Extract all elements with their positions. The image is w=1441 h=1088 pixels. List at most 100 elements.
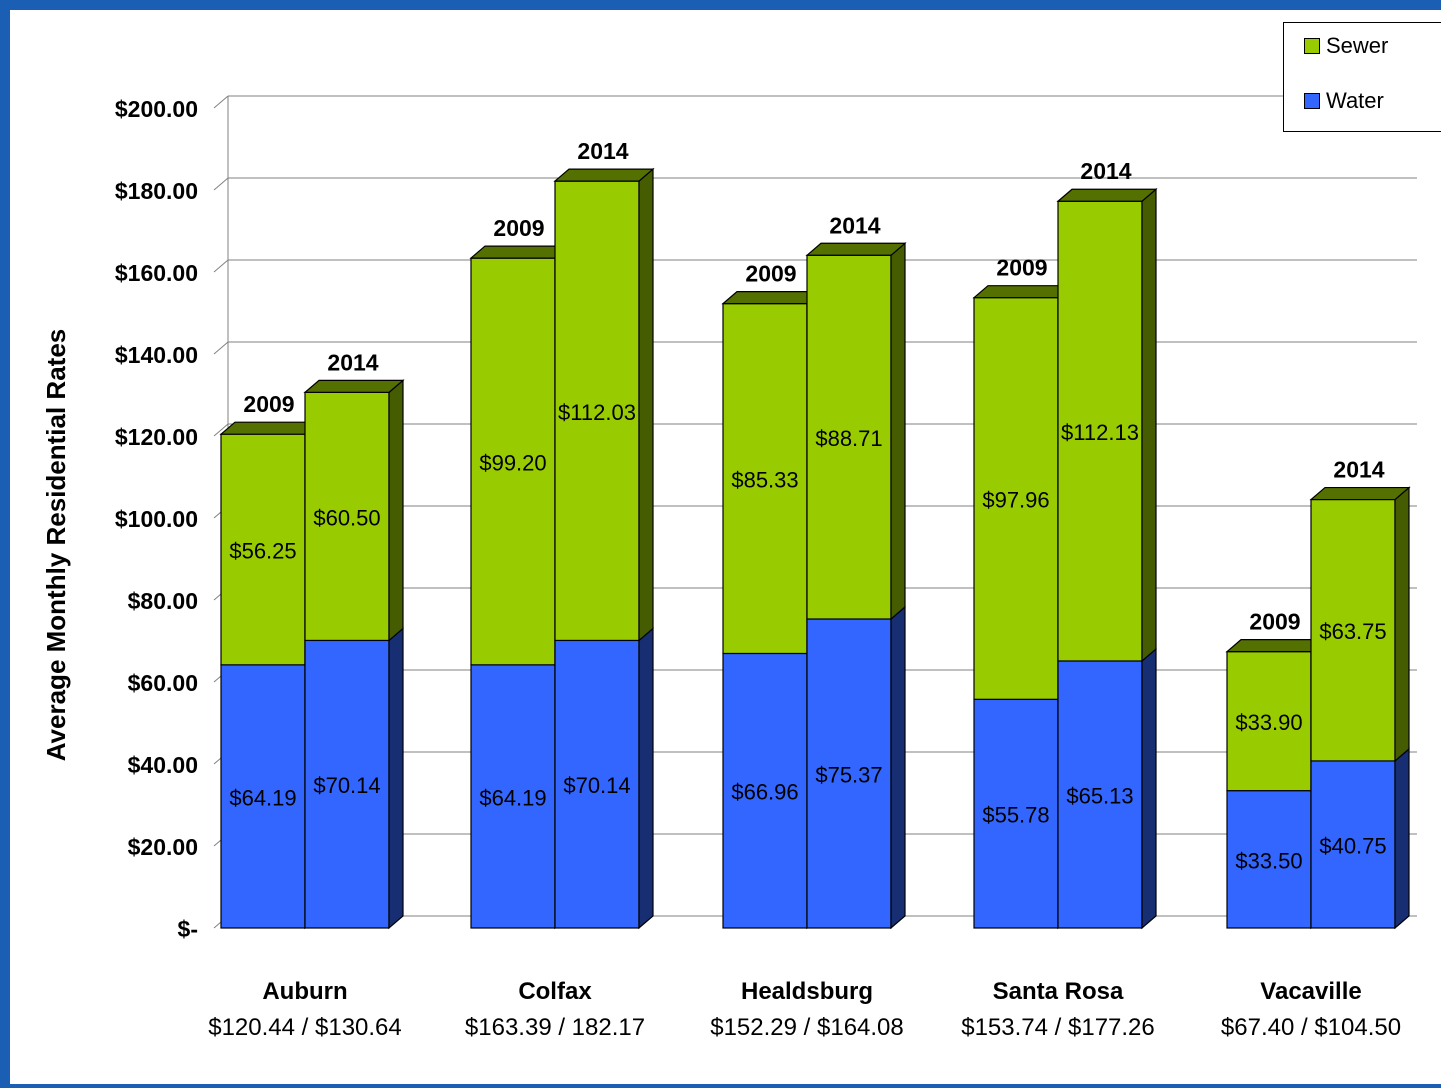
water-segment-side bbox=[638, 627, 654, 930]
sewer-segment bbox=[1057, 187, 1157, 663]
sewer-value-label: $56.25 bbox=[229, 539, 296, 564]
water-segment-side bbox=[388, 627, 404, 930]
sewer-segment-front bbox=[806, 254, 892, 620]
bar-top bbox=[1309, 486, 1411, 501]
bar-top bbox=[469, 245, 571, 259]
gridline-depth bbox=[213, 341, 229, 355]
y-tick-labels: $- $20.00 $40.00 $60.00 $80.00 $100.00 $120.00… bbox=[115, 96, 198, 942]
sewer-value-label: $112.13 bbox=[1061, 420, 1139, 445]
category-totals-label: $163.39 / 182.17 bbox=[465, 1014, 645, 1041]
bar-labels: $64.19 $56.25 2009 $70.14 $60.50 2014 $64.19 $9… bbox=[229, 138, 1386, 873]
bar-top bbox=[972, 285, 1074, 299]
y-tick-label: $100.00 bbox=[115, 506, 198, 532]
legend-item-water: Water bbox=[1304, 88, 1384, 114]
sewer-segment-front bbox=[973, 297, 1059, 700]
sewer-segment-front bbox=[1226, 651, 1312, 792]
sewer-value-label: $97.96 bbox=[982, 487, 1049, 512]
bar-top bbox=[1225, 639, 1327, 653]
gridline-depth bbox=[213, 423, 229, 437]
bar-top bbox=[303, 379, 405, 393]
category-label: Colfax bbox=[518, 978, 592, 1005]
y-tick-label: $120.00 bbox=[115, 424, 198, 450]
category-label: Santa Rosa bbox=[993, 978, 1124, 1005]
year-label: 2014 bbox=[577, 138, 628, 164]
water-value-label: $55.78 bbox=[982, 803, 1049, 828]
water-value-label: $65.13 bbox=[1066, 783, 1133, 808]
year-label: 2014 bbox=[1080, 158, 1131, 184]
category-label: Auburn bbox=[262, 978, 347, 1005]
water-segment-front bbox=[722, 652, 808, 929]
sewer-segment bbox=[806, 241, 906, 621]
bar-top bbox=[1056, 188, 1158, 202]
year-label: 2014 bbox=[1333, 457, 1384, 483]
sewer-value-label: $99.20 bbox=[479, 450, 546, 475]
y-tick-label: $- bbox=[178, 916, 198, 942]
y-tick-label: $180.00 bbox=[115, 178, 198, 204]
category-totals-label: $67.40 / $104.50 bbox=[1221, 1014, 1401, 1041]
stacked-bar-chart: $- $20.00 $40.00 $60.00 $80.00 $100.00 $120.00… bbox=[41, 95, 1417, 1041]
sewer-value-label: $60.50 bbox=[313, 505, 380, 530]
bar-top bbox=[721, 291, 823, 305]
year-label: 2009 bbox=[996, 255, 1047, 281]
sewer-segment-front bbox=[304, 391, 390, 642]
year-label: 2014 bbox=[327, 349, 378, 375]
year-label: 2009 bbox=[243, 391, 294, 417]
bar-top bbox=[219, 421, 321, 435]
sewer-value-label: $112.03 bbox=[558, 400, 636, 425]
category-totals-label: $152.29 / $164.08 bbox=[710, 1014, 904, 1041]
year-label: 2014 bbox=[829, 212, 880, 238]
sewer-segment-front bbox=[722, 303, 808, 655]
gridline-depth bbox=[213, 259, 229, 273]
water-segment bbox=[554, 627, 654, 930]
y-tick-label: $80.00 bbox=[128, 588, 198, 614]
sewer-segment-side bbox=[1394, 486, 1410, 763]
y-tick-label: $60.00 bbox=[128, 670, 198, 696]
sewer-segment bbox=[1310, 486, 1410, 763]
water-value-label: $33.50 bbox=[1235, 848, 1302, 873]
sewer-segment-front bbox=[554, 180, 640, 642]
sewer-value-label: $85.33 bbox=[731, 468, 798, 493]
legend-label-water: Water bbox=[1326, 88, 1384, 113]
year-label: 2009 bbox=[1249, 609, 1300, 635]
water-segment-side bbox=[1141, 647, 1157, 930]
water-segment-front bbox=[973, 698, 1059, 929]
legend-swatch-sewer bbox=[1304, 38, 1320, 54]
y-axis-title: Average Monthly Residential Rates bbox=[41, 329, 71, 762]
water-segment-front bbox=[1310, 760, 1396, 929]
water-segment-front bbox=[1057, 660, 1143, 929]
bar-top bbox=[553, 168, 655, 182]
water-value-label: $75.37 bbox=[815, 762, 882, 787]
chart-frame: $- $20.00 $40.00 $60.00 $80.00 $100.00 $120.00… bbox=[10, 10, 1441, 1084]
water-segment-front bbox=[554, 639, 640, 929]
water-segment-side bbox=[1394, 747, 1410, 930]
legend-label-sewer: Sewer bbox=[1326, 33, 1389, 58]
gridline-depth bbox=[213, 177, 229, 191]
year-label: 2009 bbox=[493, 215, 544, 241]
water-value-label: $66.96 bbox=[731, 780, 798, 805]
y-tick-label: $40.00 bbox=[128, 752, 198, 778]
legend-item-sewer: Sewer bbox=[1304, 33, 1389, 59]
sewer-segment-side bbox=[1141, 187, 1157, 663]
category-label: Vacaville bbox=[1260, 978, 1361, 1005]
water-segment-front bbox=[470, 664, 556, 929]
category-label: Healdsburg bbox=[741, 978, 873, 1005]
sewer-segment-side bbox=[388, 379, 404, 642]
water-segment-front bbox=[220, 664, 306, 929]
sewer-segment bbox=[304, 379, 404, 642]
year-label: 2009 bbox=[745, 261, 796, 287]
y-tick-label: $160.00 bbox=[115, 260, 198, 286]
x-category-labels: Auburn $120.44 / $130.64 Colfax $163.39 / 1… bbox=[208, 978, 1401, 1041]
sewer-value-label: $33.90 bbox=[1235, 710, 1302, 735]
y-tick-label: $20.00 bbox=[128, 834, 198, 860]
water-segment bbox=[1310, 747, 1410, 930]
sewer-segment-front bbox=[220, 433, 306, 666]
water-segment-front bbox=[806, 618, 892, 929]
water-value-label: $64.19 bbox=[229, 785, 296, 810]
sewer-segment bbox=[554, 167, 654, 642]
bars bbox=[219, 167, 1411, 930]
water-value-label: $64.19 bbox=[479, 785, 546, 810]
y-tick-label: $140.00 bbox=[115, 342, 198, 368]
sewer-value-label: $88.71 bbox=[815, 426, 882, 451]
sewer-segment-front bbox=[1310, 498, 1396, 762]
legend-swatch-water bbox=[1304, 93, 1320, 109]
